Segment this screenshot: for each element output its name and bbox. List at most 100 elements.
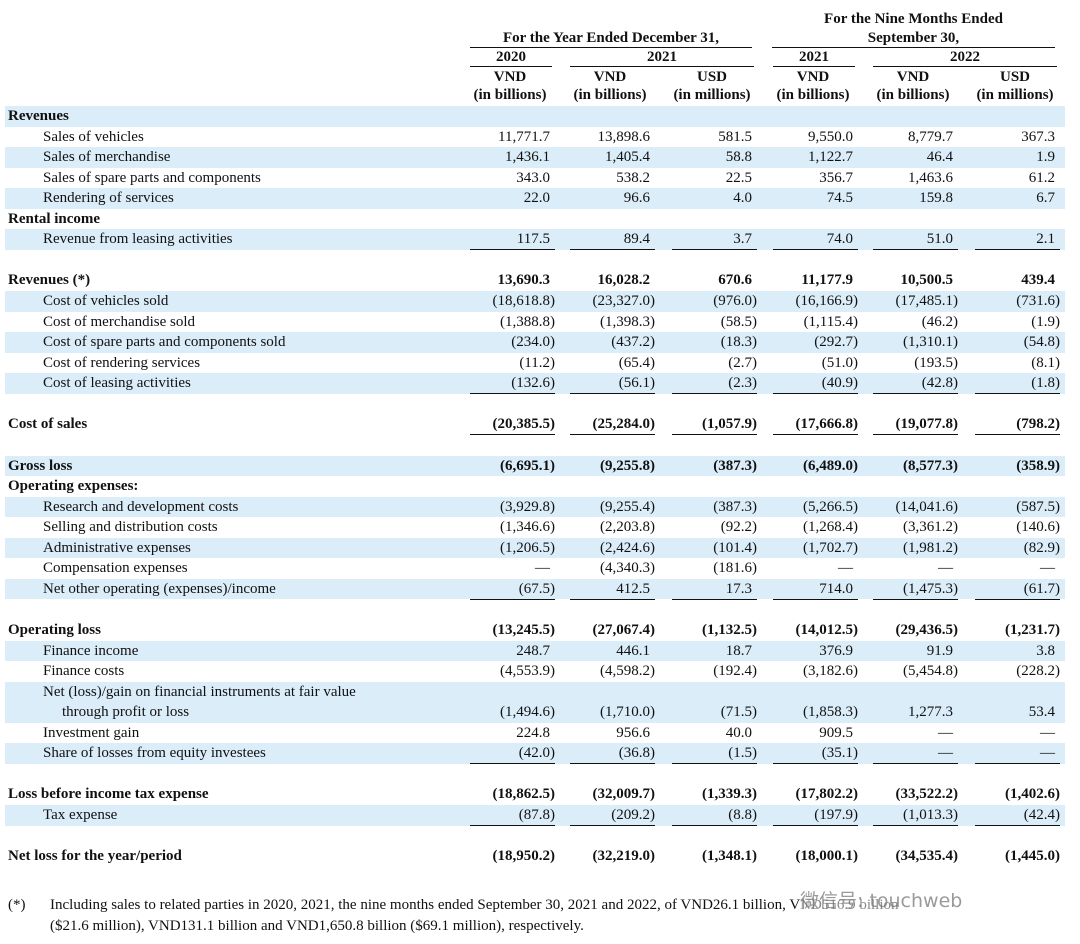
row-label: Administrative expenses [43, 539, 191, 556]
rule [570, 66, 754, 67]
rule [470, 393, 555, 395]
value: (4,598.2) [600, 663, 655, 680]
value: (1,388.8) [500, 313, 555, 330]
row-label: Revenue from leasing activities [43, 231, 233, 248]
row-shade [5, 578, 1065, 600]
value: (23,327.0) [592, 293, 656, 310]
footnote-line: Including sales to related parties in 20… [50, 897, 899, 913]
rule [773, 66, 855, 67]
value: (1,310.1) [903, 334, 958, 351]
value: 446.1 [616, 642, 650, 659]
value: (25,284.0) [592, 416, 656, 433]
rule [672, 393, 757, 395]
rule [672, 763, 757, 765]
value: 51.0 [926, 231, 953, 248]
rule [975, 434, 1060, 436]
row-shade [5, 805, 1065, 826]
row-shade [5, 106, 1065, 127]
value: (61.7) [1023, 580, 1060, 597]
value: (1,402.6) [1005, 786, 1060, 803]
value: (4,340.3) [600, 560, 655, 577]
value: 13,898.6 [597, 128, 651, 145]
currency: USD [696, 69, 727, 85]
value: 9,550.0 [808, 128, 853, 145]
row-label: Loss before income tax expense [8, 786, 209, 803]
row-label: Operating expenses: [8, 478, 139, 495]
rule [773, 763, 858, 765]
value: (8,577.3) [903, 457, 958, 474]
value: (67.5) [518, 580, 555, 597]
value: (1,710.0) [600, 704, 655, 721]
value: (46.2) [921, 313, 958, 330]
rule [470, 47, 752, 48]
value: 22.0 [523, 190, 550, 207]
rule [873, 434, 958, 436]
value: 538.2 [616, 169, 650, 186]
value: (101.4) [713, 539, 757, 556]
group-title: September 30, [867, 30, 960, 46]
value: (71.5) [720, 704, 757, 721]
row-label: Finance costs [43, 663, 125, 680]
value: — [1040, 560, 1055, 577]
value: (18,862.5) [492, 786, 556, 803]
group-title: For the Nine Months Ended [824, 11, 1003, 27]
value: — [535, 560, 550, 577]
value: 89.4 [623, 231, 650, 248]
value: 343.0 [516, 169, 550, 186]
rule [570, 434, 655, 436]
value: (8.1) [1031, 354, 1060, 371]
value: (34,535.4) [895, 848, 959, 865]
row-label: Rental income [8, 210, 101, 227]
value: (4,553.9) [500, 663, 555, 680]
value: (18,618.8) [492, 293, 556, 310]
value: (3,929.8) [500, 498, 555, 515]
value: (1,445.0) [1005, 848, 1060, 865]
value: (14,012.5) [795, 622, 859, 638]
unit: (in billions) [876, 87, 950, 103]
value: 159.8 [919, 190, 953, 207]
value: (181.6) [713, 560, 757, 577]
value: 17.3 [725, 580, 752, 597]
value: 1,405.4 [605, 149, 650, 166]
value: — [938, 745, 953, 762]
value: (29,436.5) [895, 622, 959, 638]
value: 248.7 [516, 642, 550, 659]
value: 18.7 [725, 642, 752, 659]
row-label: Revenues (*) [8, 272, 91, 289]
value: (11.2) [519, 354, 555, 371]
value: 8,779.7 [908, 128, 953, 145]
value: (1,348.1) [702, 848, 757, 865]
value: (292.7) [814, 334, 858, 351]
value: (42.0) [518, 745, 555, 762]
watermark: 微信号: touchweb [800, 890, 963, 912]
rule [873, 66, 1057, 67]
rule [975, 249, 1060, 251]
value: (36.8) [618, 745, 655, 762]
value: (18,950.2) [492, 848, 556, 865]
value: (209.2) [611, 807, 655, 824]
row-shade [5, 291, 1065, 312]
year: 2021 [799, 49, 829, 65]
rule [672, 825, 757, 827]
rule [470, 249, 555, 251]
row-shade [5, 496, 1065, 518]
row-label: Net loss for the year/period [8, 848, 182, 865]
value: (1,339.3) [702, 786, 757, 803]
year: 2021 [647, 49, 677, 65]
currency: USD [999, 69, 1030, 85]
rule [470, 66, 552, 67]
value: (2,203.8) [600, 519, 655, 536]
rule [773, 598, 858, 600]
value: 40.0 [725, 724, 752, 741]
year: 2022 [950, 49, 980, 65]
rule [873, 393, 958, 395]
value: 3.7 [733, 231, 752, 248]
value: 581.5 [718, 128, 752, 145]
row-label: Compensation expenses [43, 560, 188, 577]
value: (65.4) [618, 354, 655, 371]
value: (197.9) [814, 807, 858, 824]
value: 1,277.3 [908, 704, 953, 721]
currency: VND [896, 69, 930, 85]
value: 6.7 [1036, 190, 1055, 207]
value: (18,000.1) [795, 848, 859, 865]
